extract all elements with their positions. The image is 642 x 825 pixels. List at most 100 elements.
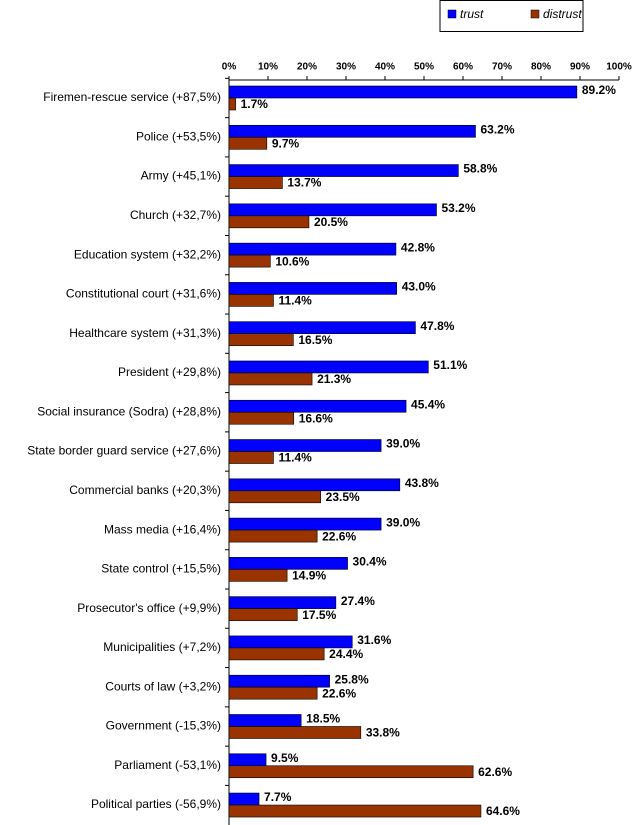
bar <box>228 647 325 661</box>
value-label: 47.8% <box>420 319 454 333</box>
bar <box>228 254 271 268</box>
bar <box>228 136 268 150</box>
bar <box>228 686 318 700</box>
value-label: 45.4% <box>411 397 445 411</box>
bar <box>228 490 321 504</box>
value-label: 53.2% <box>441 201 475 215</box>
category-label: Political parties (-56,9%) <box>91 797 221 811</box>
value-label: 14.9% <box>292 569 326 583</box>
value-label: 24.4% <box>329 647 363 661</box>
value-label: 11.4% <box>278 294 312 308</box>
value-label: 25.8% <box>335 672 369 686</box>
bar <box>228 608 298 621</box>
category-label: State control (+15,5%) <box>101 562 221 576</box>
bar <box>228 176 283 189</box>
bar <box>228 557 348 570</box>
value-label: 9.5% <box>271 751 299 765</box>
category-label: Municipalities (+7,2%) <box>103 640 221 654</box>
value-label: 16.5% <box>298 333 332 347</box>
x-tick-label: 40% <box>375 62 395 73</box>
value-label: 43.0% <box>402 280 436 294</box>
bar <box>228 124 476 138</box>
x-tick-label: 30% <box>336 62 356 73</box>
value-label: 1.7% <box>241 97 269 111</box>
category-label: State border guard service (+27,6%) <box>27 444 221 458</box>
value-label: 58.8% <box>463 162 497 176</box>
bar <box>228 333 294 346</box>
legend-swatch <box>447 9 457 19</box>
bar <box>228 753 267 767</box>
category-label: Parliament (-53,1%) <box>114 758 221 772</box>
value-label: 23.5% <box>326 490 360 504</box>
value-label: 39.0% <box>386 437 420 451</box>
value-label: 27.4% <box>341 594 375 608</box>
category-label: Constitutional court (+31,6%) <box>66 287 221 301</box>
value-label: 39.0% <box>386 515 420 529</box>
value-label: 33.8% <box>366 726 400 740</box>
bar <box>228 215 310 229</box>
value-label: 43.8% <box>405 476 439 490</box>
bar <box>228 439 382 452</box>
bar <box>228 804 482 818</box>
bar <box>228 294 274 307</box>
x-tick-label: 100% <box>606 62 632 73</box>
value-label: 21.3% <box>317 372 351 386</box>
value-label: 17.5% <box>302 608 336 622</box>
bar <box>228 85 578 99</box>
value-label: 62.6% <box>478 765 512 779</box>
category-label: Prosecutor's office (+9,9%) <box>77 601 221 615</box>
x-tick-label: 60% <box>453 62 473 73</box>
category-label: Commercial banks (+20,3%) <box>69 483 221 497</box>
bar <box>228 714 302 727</box>
bar <box>228 517 382 531</box>
x-tick-label: 90% <box>570 62 590 73</box>
value-label: 9.7% <box>272 136 300 150</box>
bar <box>228 242 397 256</box>
value-label: 22.6% <box>322 529 356 543</box>
category-label: Education system (+32,2%) <box>74 247 221 261</box>
value-label: 13.7% <box>287 176 321 190</box>
category-label: Social insurance (Sodra) (+28,8%) <box>37 404 221 418</box>
x-tick-label: 50% <box>414 62 434 73</box>
legend-label: distrust <box>543 7 582 21</box>
bar <box>228 529 318 543</box>
value-label: 30.4% <box>353 555 387 569</box>
x-tick-label: 10% <box>258 62 278 73</box>
bar <box>228 321 416 334</box>
value-label: 22.6% <box>322 686 356 700</box>
legend-label: trust <box>460 7 484 21</box>
category-label: Army (+45,1%) <box>141 169 221 183</box>
bar <box>228 792 260 806</box>
bar <box>228 282 397 295</box>
bar <box>228 97 236 111</box>
value-label: 31.6% <box>357 633 391 647</box>
x-tick-label: 0% <box>222 62 237 73</box>
category-label: Courts of law (+3,2%) <box>105 679 221 693</box>
bar <box>228 411 295 425</box>
x-tick-label: 20% <box>297 62 317 73</box>
x-tick-label: 80% <box>531 62 551 73</box>
bar <box>228 478 401 492</box>
value-label: 89.2% <box>582 83 616 97</box>
value-label: 64.6% <box>486 804 520 818</box>
category-label: President (+29,8%) <box>118 365 221 379</box>
category-label: Healthcare system (+31,3%) <box>69 326 221 340</box>
legend-swatch <box>530 9 540 19</box>
value-label: 16.6% <box>299 411 333 425</box>
value-label: 42.8% <box>401 240 435 254</box>
bar <box>228 164 459 177</box>
bar <box>228 765 474 779</box>
bar <box>228 399 407 413</box>
category-label: Police (+53,5%) <box>136 129 221 143</box>
value-label: 18.5% <box>306 712 340 726</box>
bar <box>228 203 437 217</box>
bar <box>228 372 313 386</box>
bar <box>228 360 429 374</box>
bar <box>228 451 274 464</box>
category-label: Firemen-rescue service (+87,5%) <box>43 90 221 104</box>
legend-box <box>439 0 584 32</box>
value-label: 10.6% <box>275 254 309 268</box>
x-tick-label: 70% <box>492 62 512 73</box>
value-label: 11.4% <box>278 451 312 465</box>
